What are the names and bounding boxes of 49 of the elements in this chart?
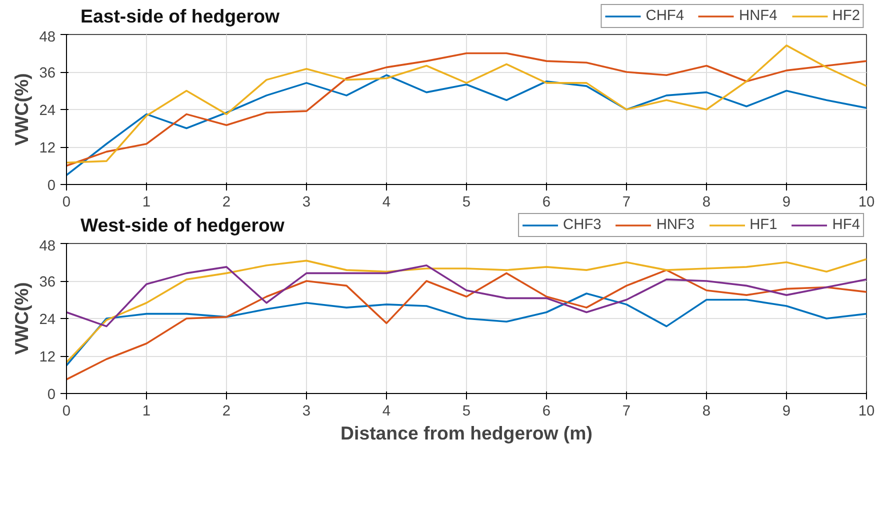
x-tick-label: 8 [702,404,711,420]
x-tick-label: 5 [462,404,471,420]
x-tick-label: 1 [142,194,151,210]
x-tick-label: 0 [62,194,71,210]
x-tick-label: 1 [142,404,151,420]
y-tick-label: 12 [39,350,56,366]
x-tick-label: 9 [782,194,791,210]
y-tick-label: 24 [39,312,56,328]
x-tick-label: 3 [302,194,311,210]
legend-label: HF4 [832,217,860,233]
chart-title: East-side of hedgerow [80,6,280,26]
chart-title: West-side of hedgerow [80,214,285,236]
y-axis-title: VWC(%) [11,73,32,146]
y-tick-label: 12 [39,140,56,156]
x-tick-label: 4 [382,194,391,210]
x-tick-label: 10 [858,404,875,420]
y-tick-label: 48 [39,238,56,254]
y-tick-label: 0 [47,178,56,194]
line-series [66,292,866,366]
x-axis-title: Distance from hedgerow (m) [340,422,592,444]
y-axis-title: VWC(%) [11,282,32,355]
x-tick-label: 6 [542,194,551,210]
y-tick-label: 36 [39,66,56,82]
x-tick-label: 3 [302,404,311,420]
y-tick-label: 36 [39,274,56,290]
x-tick-label: 2 [222,404,231,420]
y-tick-label: 24 [39,103,56,119]
line-series [66,264,866,328]
legend-label: HF2 [832,8,860,24]
x-tick-label: 0 [62,404,71,420]
x-tick-label: 10 [858,194,875,210]
line-series [66,74,866,176]
x-tick-label: 7 [622,194,631,210]
x-tick-label: 4 [382,404,391,420]
legend-label: HNF3 [656,217,695,233]
x-tick-label: 8 [702,194,711,210]
legend-label: CHF4 [646,8,684,24]
x-tick-label: 2 [222,194,231,210]
y-tick-label: 48 [39,30,56,46]
legend-label: CHF3 [563,217,602,233]
line-series [66,269,866,380]
x-tick-label: 5 [462,194,471,210]
x-tick-label: 9 [782,404,791,420]
legend-label: HNF4 [739,8,778,24]
x-tick-label: 6 [542,404,551,420]
legend-label: HF1 [750,217,778,233]
y-tick-label: 0 [47,387,56,403]
line-series [66,258,866,364]
x-tick-label: 7 [622,404,631,420]
